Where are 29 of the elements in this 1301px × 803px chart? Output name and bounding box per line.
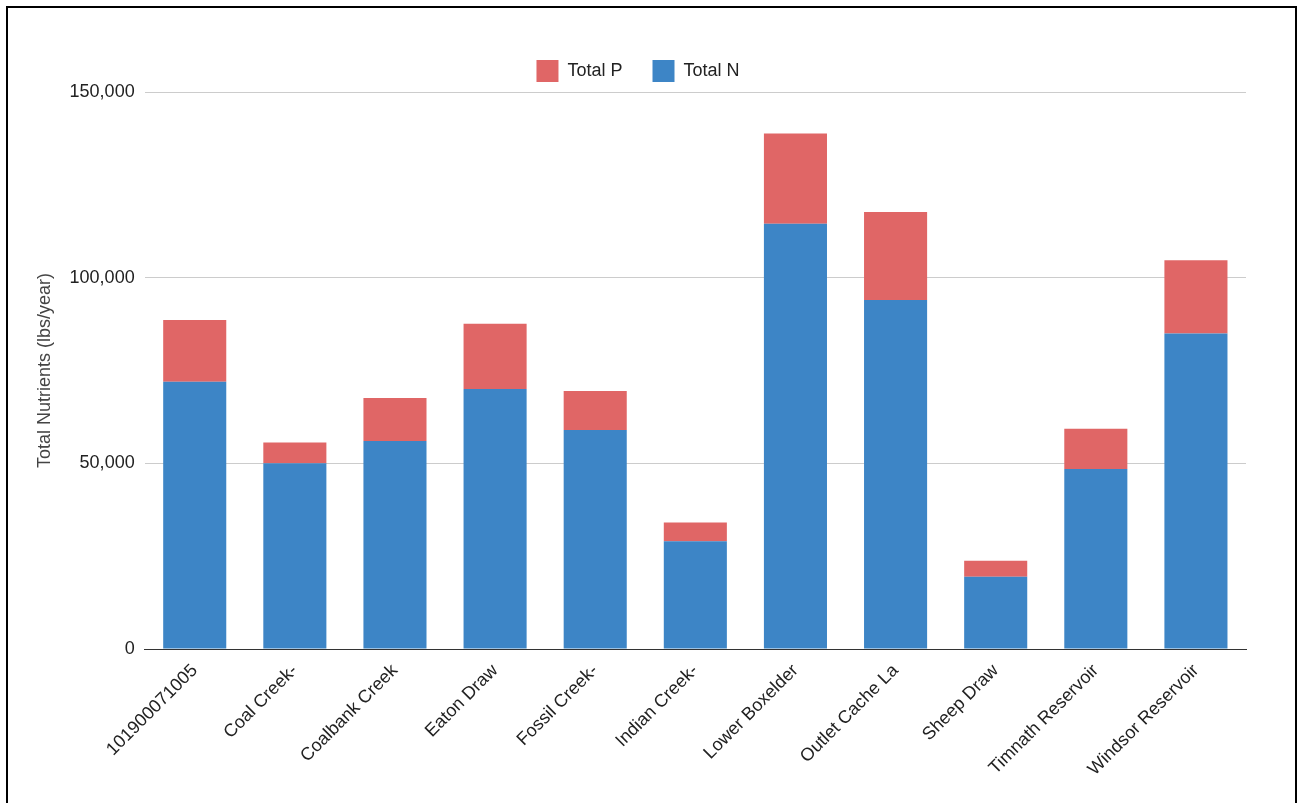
y-tick-label: 150,000: [69, 80, 135, 101]
y-tick-label: 0: [124, 638, 135, 659]
bar: [263, 442, 327, 464]
bar: [763, 223, 827, 649]
bar: [663, 522, 727, 542]
bar: [864, 299, 928, 649]
bar: [964, 560, 1028, 577]
bar: [263, 463, 327, 649]
bar: [563, 390, 627, 430]
bar: [1164, 260, 1228, 334]
legend-label: Total N: [683, 59, 740, 80]
y-tick-label: 50,000: [79, 452, 135, 473]
bar: [363, 398, 427, 442]
bar: [163, 320, 227, 382]
bar: [663, 541, 727, 649]
bar: [763, 133, 827, 224]
bar: [1064, 428, 1128, 469]
bar: [163, 381, 227, 649]
legend-label: Total P: [567, 59, 623, 80]
bar: [964, 576, 1028, 649]
bar: [463, 389, 527, 649]
y-axis-title: Total Nutrients (lbs/year): [33, 272, 54, 469]
bar: [563, 429, 627, 649]
y-tick-label: 100,000: [69, 266, 135, 287]
bar: [1164, 333, 1228, 649]
bar: [1064, 468, 1128, 649]
bar: [463, 323, 527, 390]
bar: [864, 211, 928, 300]
bar: [363, 441, 427, 649]
